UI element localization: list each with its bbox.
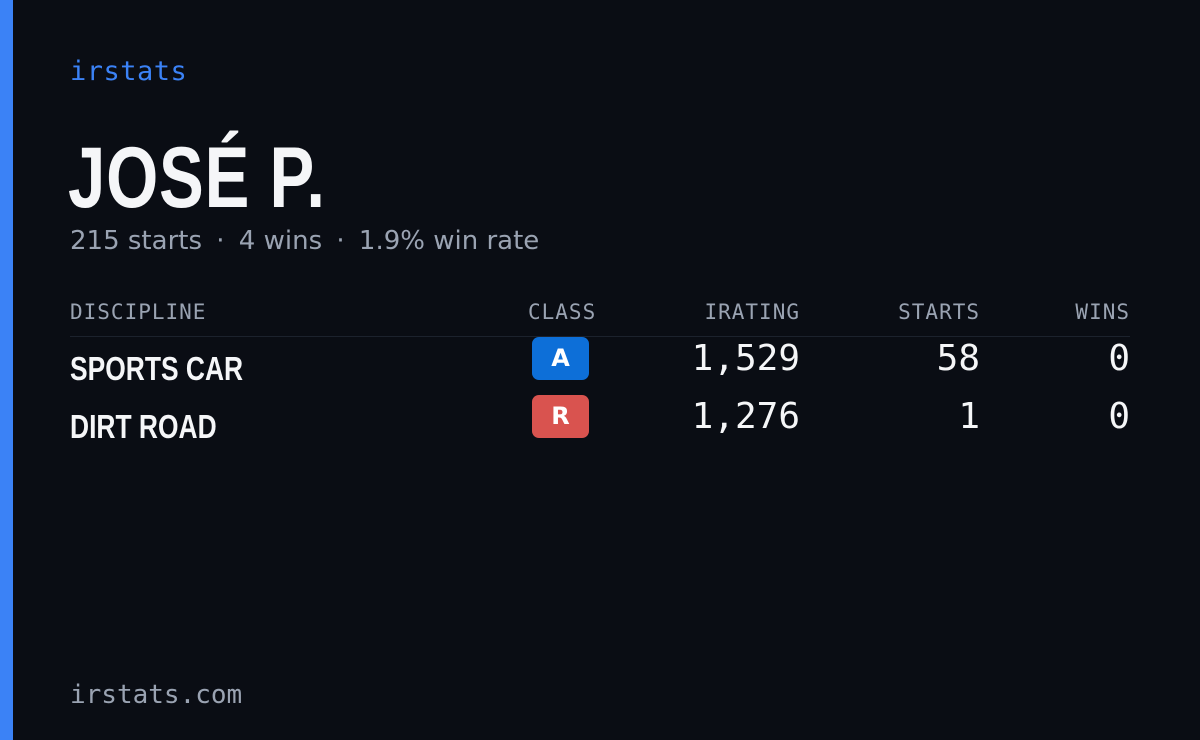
license-class-badge: R: [532, 395, 589, 438]
column-header-class: CLASS: [528, 300, 597, 324]
accent-bar: [0, 0, 13, 740]
column-header-irating: IRATING: [704, 300, 800, 324]
table-row: DIRT ROAD R 1,276 1 0: [70, 395, 1130, 453]
wins-value: 0: [1108, 396, 1130, 437]
driver-name: JOSÉ P.: [68, 130, 326, 226]
summary-separator: ·: [216, 226, 225, 256]
driver-summary: 215 starts · 4 wins · 1.9% win rate: [70, 226, 539, 256]
summary-wins: 4 wins: [238, 226, 323, 256]
column-header-wins: WINS: [1075, 300, 1130, 324]
summary-win-rate: 1.9% win rate: [358, 226, 540, 256]
irating-value: 1,529: [691, 338, 800, 379]
column-header-starts: STARTS: [898, 300, 980, 324]
footer-url: irstats.com: [70, 680, 243, 710]
table-row: SPORTS CAR A 1,529 58 0: [70, 337, 1130, 395]
table-header: DISCIPLINE CLASS IRATING STARTS WINS: [70, 296, 1130, 337]
irating-value: 1,276: [691, 396, 800, 437]
summary-separator: ·: [336, 226, 345, 256]
brand-logo: irstats: [70, 56, 188, 87]
discipline-name: SPORTS CAR: [70, 350, 244, 387]
column-header-discipline: DISCIPLINE: [70, 300, 207, 324]
summary-starts: 215 starts: [70, 226, 202, 256]
license-class-badge: A: [532, 337, 589, 380]
wins-value: 0: [1108, 338, 1130, 379]
discipline-table: DISCIPLINE CLASS IRATING STARTS WINS SPO…: [70, 296, 1130, 453]
discipline-name: DIRT ROAD: [70, 408, 217, 445]
starts-value: 58: [936, 338, 980, 379]
starts-value: 1: [958, 396, 980, 437]
